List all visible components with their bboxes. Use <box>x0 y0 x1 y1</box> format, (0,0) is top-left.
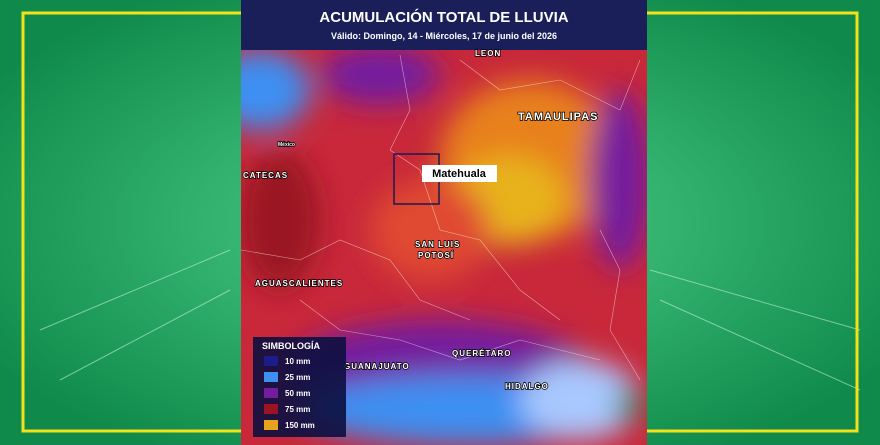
map-label: GUANAJUATO <box>344 362 410 371</box>
legend-swatch <box>264 404 278 414</box>
map-labels: LEON TAMAULIPAS CATECAS SAN LUIS POTOSÍ AGUAS… <box>242 48 598 392</box>
legend-swatch <box>264 356 278 366</box>
legend-swatch <box>264 388 278 398</box>
map-label: HIDALGO <box>505 382 549 391</box>
legend: SIMBOLOGÍA 10 mm 25 mm 50 mm 75 mm 150 mm <box>253 337 346 437</box>
map-label: México <box>278 142 295 148</box>
legend-label: 75 mm <box>285 405 310 414</box>
map-label: AGUASCALIENTES <box>255 279 343 288</box>
legend-label: 10 mm <box>285 357 310 366</box>
map-label: SAN LUIS <box>415 240 460 249</box>
map-label: POTOSÍ <box>418 251 454 260</box>
title: ACUMULACIÓN TOTAL DE LLUVIA <box>319 8 568 26</box>
map-label: QUERÉTARO <box>452 349 512 358</box>
highlight-box <box>422 165 497 182</box>
legend-label: 50 mm <box>285 389 310 398</box>
legend-swatch <box>264 372 278 382</box>
map-label: CATECAS <box>243 171 288 180</box>
legend-swatch <box>264 420 278 430</box>
highlight-label: Matehuala <box>432 168 487 180</box>
map-label: TAMAULIPAS <box>518 111 598 123</box>
rain-map <box>241 50 647 445</box>
header-bar <box>241 0 647 50</box>
legend-label: 25 mm <box>285 373 310 382</box>
light-streaks <box>39 249 861 391</box>
legend-label: 150 mm <box>285 421 315 430</box>
subtitle: Válido: Domingo, 14 - Miércoles, 17 de j… <box>331 31 557 41</box>
map-label: LEON <box>475 49 501 58</box>
legend-title: SIMBOLOGÍA <box>262 341 320 351</box>
